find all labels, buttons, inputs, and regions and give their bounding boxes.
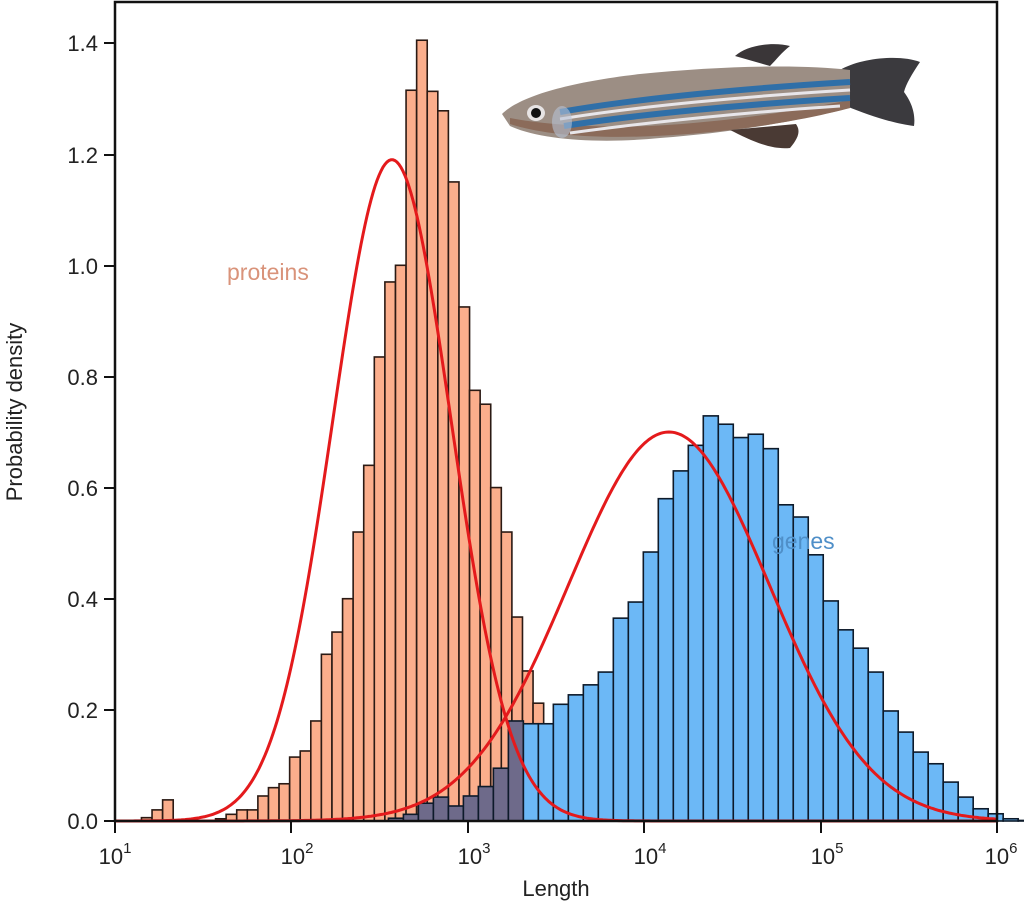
y-tick-label: 1.2 <box>67 143 98 168</box>
x-tick-label: 101 <box>99 840 132 869</box>
y-tick: 0.8 <box>67 365 115 390</box>
genes-bar <box>852 647 870 822</box>
y-tick: 0.4 <box>67 587 115 612</box>
y-tick-label: 1.0 <box>67 254 98 279</box>
y-tick: 0.2 <box>67 698 115 723</box>
proteins-bar <box>352 531 365 822</box>
genes-bar <box>432 796 450 822</box>
proteins-bar <box>331 631 344 822</box>
plot-frame <box>113 0 999 823</box>
x-axis: 101 102 103 104 105 106 <box>99 821 1018 869</box>
y-tick: 1.4 <box>67 31 115 56</box>
genes-bar <box>1002 817 1019 822</box>
genes-bar <box>582 684 600 822</box>
genes-bar <box>492 767 510 822</box>
genes-bar <box>537 722 555 822</box>
y-tick: 1.2 <box>67 143 115 168</box>
y-tick: 0.6 <box>67 476 115 501</box>
genes-bar <box>717 423 735 822</box>
genes-bar <box>732 436 750 822</box>
genes-bar <box>642 551 660 822</box>
x-tick-label: 104 <box>634 840 667 869</box>
proteins-bar <box>384 281 397 822</box>
zebrafish-image <box>502 44 920 149</box>
x-tick: 103 <box>458 821 491 869</box>
genes-bar <box>417 802 435 822</box>
proteins-bar <box>257 795 270 822</box>
proteins-bar <box>373 356 386 822</box>
y-tick-label: 0.8 <box>67 365 98 390</box>
y-tick: 1.0 <box>67 254 115 279</box>
proteins-bar <box>437 110 450 822</box>
genes-bar <box>822 600 840 822</box>
x-tick: 102 <box>281 821 314 869</box>
genes-bar <box>837 629 855 822</box>
genes-bar <box>747 433 765 822</box>
genes-bar <box>1017 819 1024 822</box>
proteins-bar <box>246 809 259 822</box>
y-axis: 0.0 0.2 0.4 0.6 0.8 1.0 1.2 1.4 <box>67 31 115 834</box>
genes-bar <box>912 751 930 822</box>
y-tick-label: 0.6 <box>67 476 98 501</box>
proteins-bar <box>288 756 302 822</box>
proteins-bar <box>309 720 323 822</box>
x-tick-label: 103 <box>458 840 491 869</box>
proteins-bar <box>161 799 175 822</box>
proteins-bar <box>447 181 460 822</box>
genes-bar <box>897 731 915 822</box>
proteins-bar <box>267 786 280 822</box>
proteins-bar <box>320 653 333 822</box>
x-tick-label: 102 <box>281 840 314 869</box>
genes-bar <box>477 785 495 822</box>
x-tick: 101 <box>99 821 132 869</box>
genes-bar <box>612 617 630 822</box>
genes-bar <box>447 805 465 822</box>
genes-bar <box>462 795 480 822</box>
genes-bar <box>552 703 570 822</box>
y-tick: 0.0 <box>67 809 115 834</box>
x-tick: 105 <box>811 821 844 869</box>
x-tick: 104 <box>634 821 667 869</box>
y-tick-label: 0.2 <box>67 698 98 723</box>
x-axis-title: Length <box>522 876 589 901</box>
proteins-bar <box>362 464 376 822</box>
proteins-bar <box>235 809 249 822</box>
x-tick-label: 105 <box>811 840 844 869</box>
y-axis-title: Probability density <box>2 323 27 502</box>
genes-bar <box>672 470 690 822</box>
x-tick-label: 106 <box>985 840 1018 869</box>
genes-bar <box>762 447 780 822</box>
genes-bar <box>687 444 705 822</box>
proteins-bar <box>426 90 439 822</box>
genes-bar <box>627 601 645 822</box>
x-tick: 106 <box>985 821 1018 869</box>
proteins-bar <box>458 306 471 822</box>
genes-bar <box>567 694 585 822</box>
genes-bar <box>657 497 675 822</box>
genes-bar <box>867 671 885 822</box>
proteins-label: proteins <box>227 259 309 285</box>
genes-bar <box>597 671 615 822</box>
proteins-bar <box>299 750 312 822</box>
genes-bar <box>702 415 720 822</box>
y-tick-label: 1.4 <box>67 31 98 56</box>
proteins-bar <box>278 782 291 822</box>
y-tick-label: 0.4 <box>67 587 98 612</box>
genes-bar <box>882 710 900 822</box>
genes-label: genes <box>772 528 835 554</box>
proteins-bar <box>394 264 407 822</box>
proteins-bar <box>415 39 429 822</box>
proteins-bar <box>341 597 354 822</box>
y-tick-label: 0.0 <box>67 809 98 834</box>
